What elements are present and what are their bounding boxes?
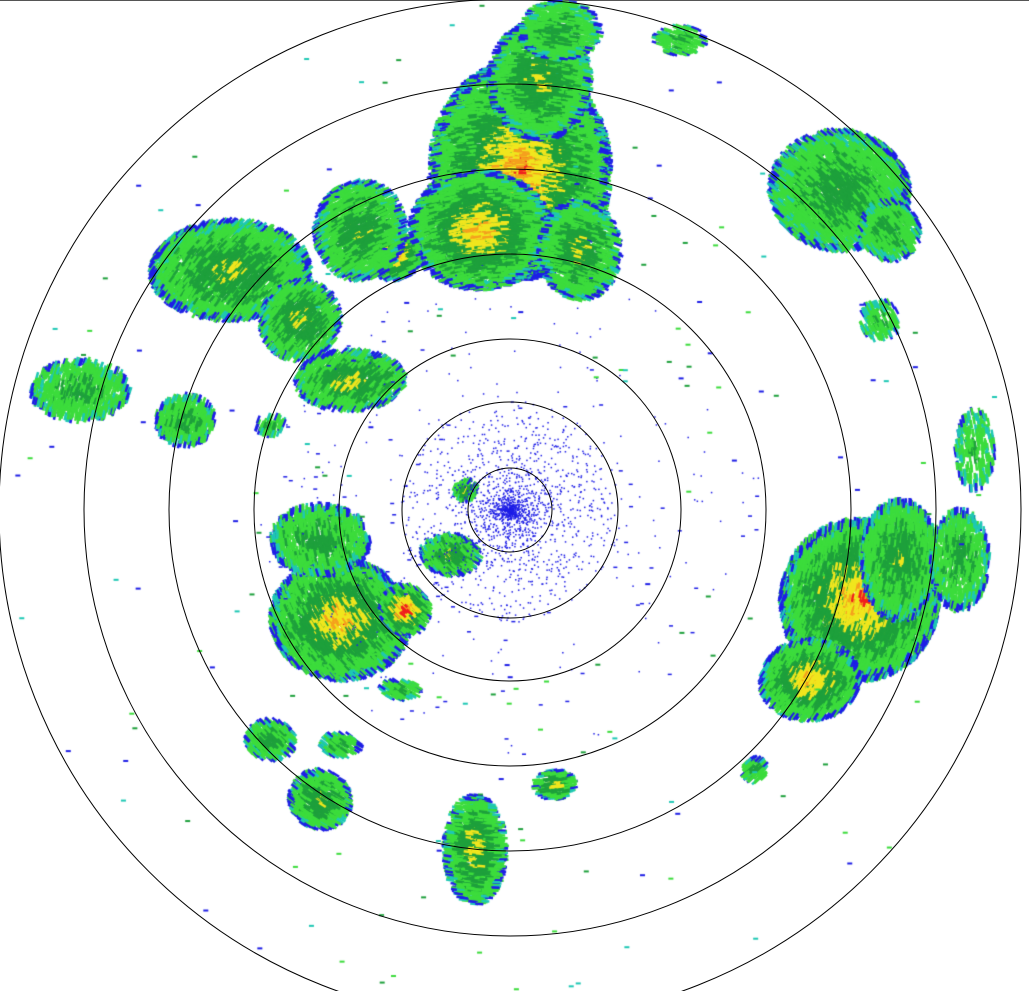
range-ring-3: [338, 338, 682, 682]
range-ring-1: [467, 467, 553, 553]
range-ring-5: [168, 168, 852, 852]
range-ring-2: [401, 401, 619, 619]
range-ring-6: [83, 83, 937, 937]
range-ring-4: [253, 253, 767, 767]
